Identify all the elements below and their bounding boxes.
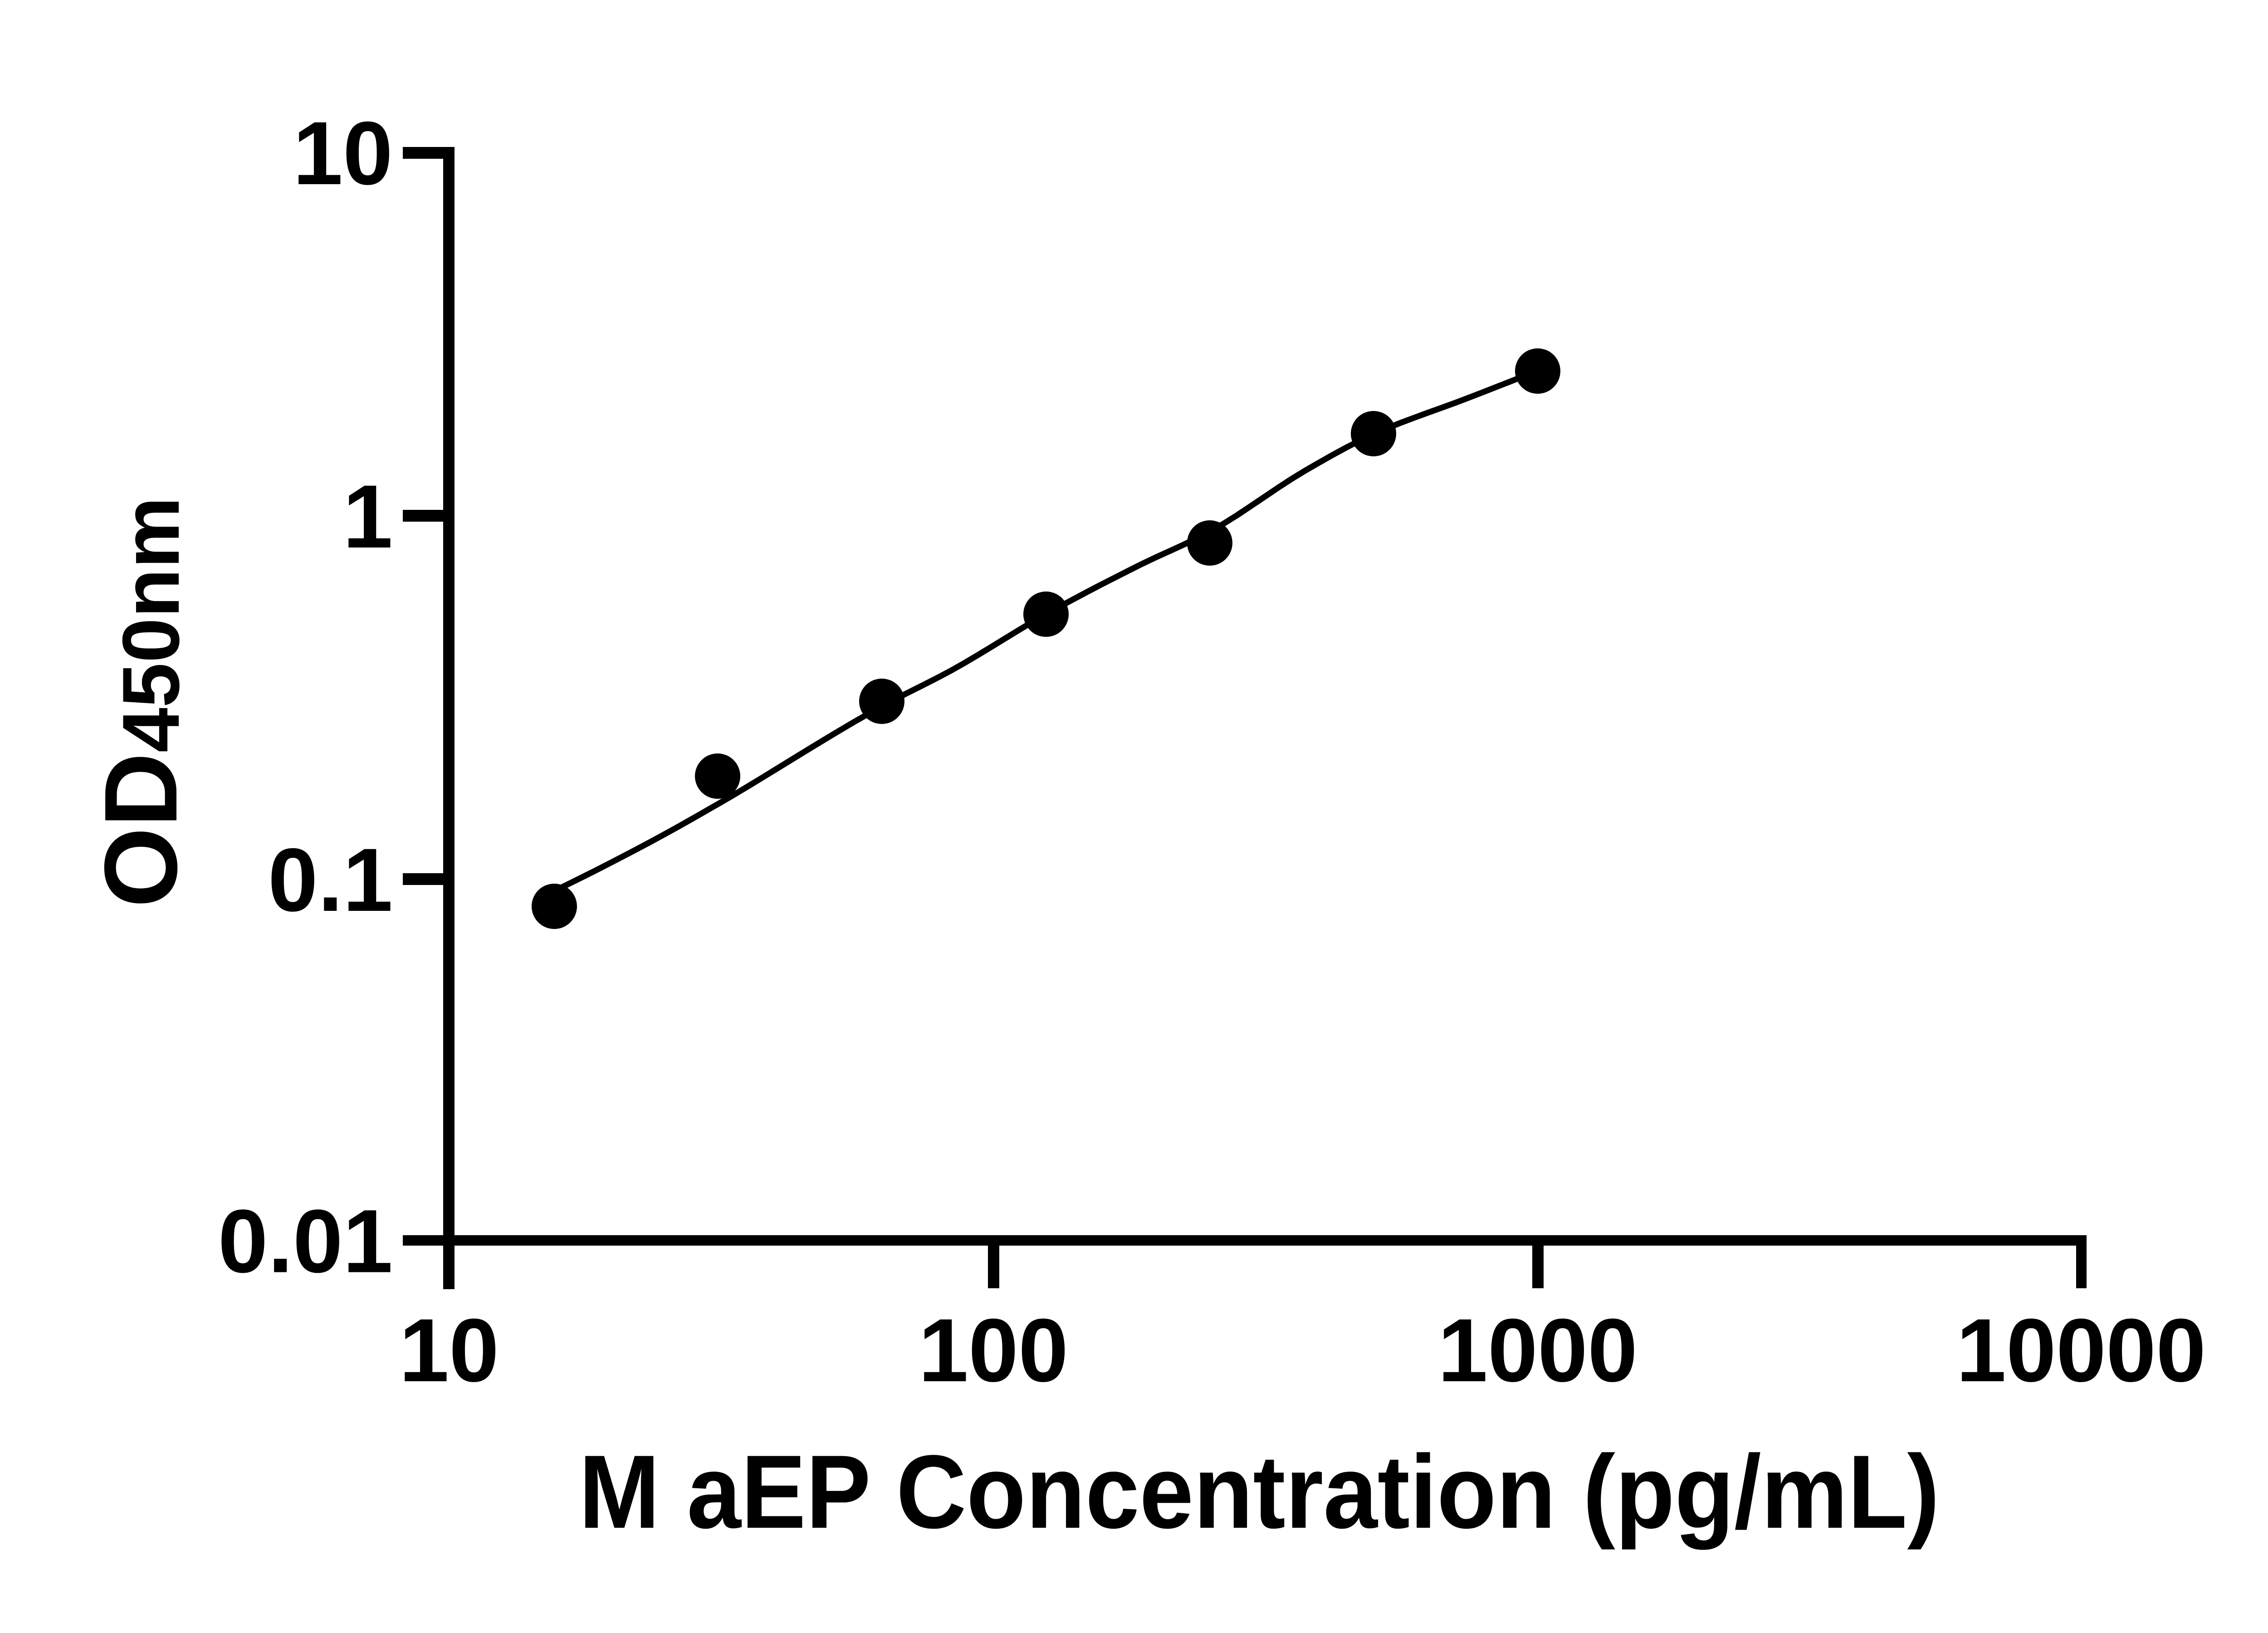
svg-text:1000: 1000 xyxy=(1438,1300,1637,1400)
svg-text:10: 10 xyxy=(293,103,393,203)
svg-text:10: 10 xyxy=(399,1300,499,1400)
svg-text:0.01: 0.01 xyxy=(218,1191,393,1291)
svg-text:100: 100 xyxy=(919,1300,1068,1400)
svg-text:0.1: 0.1 xyxy=(268,830,393,930)
svg-text:10000: 10000 xyxy=(1956,1300,2206,1400)
svg-text:M aEP Concentration (pg/mL): M aEP Concentration (pg/mL) xyxy=(579,1433,1940,1550)
svg-text:OD450nm: OD450nm xyxy=(83,497,199,908)
svg-text:1: 1 xyxy=(343,466,393,567)
